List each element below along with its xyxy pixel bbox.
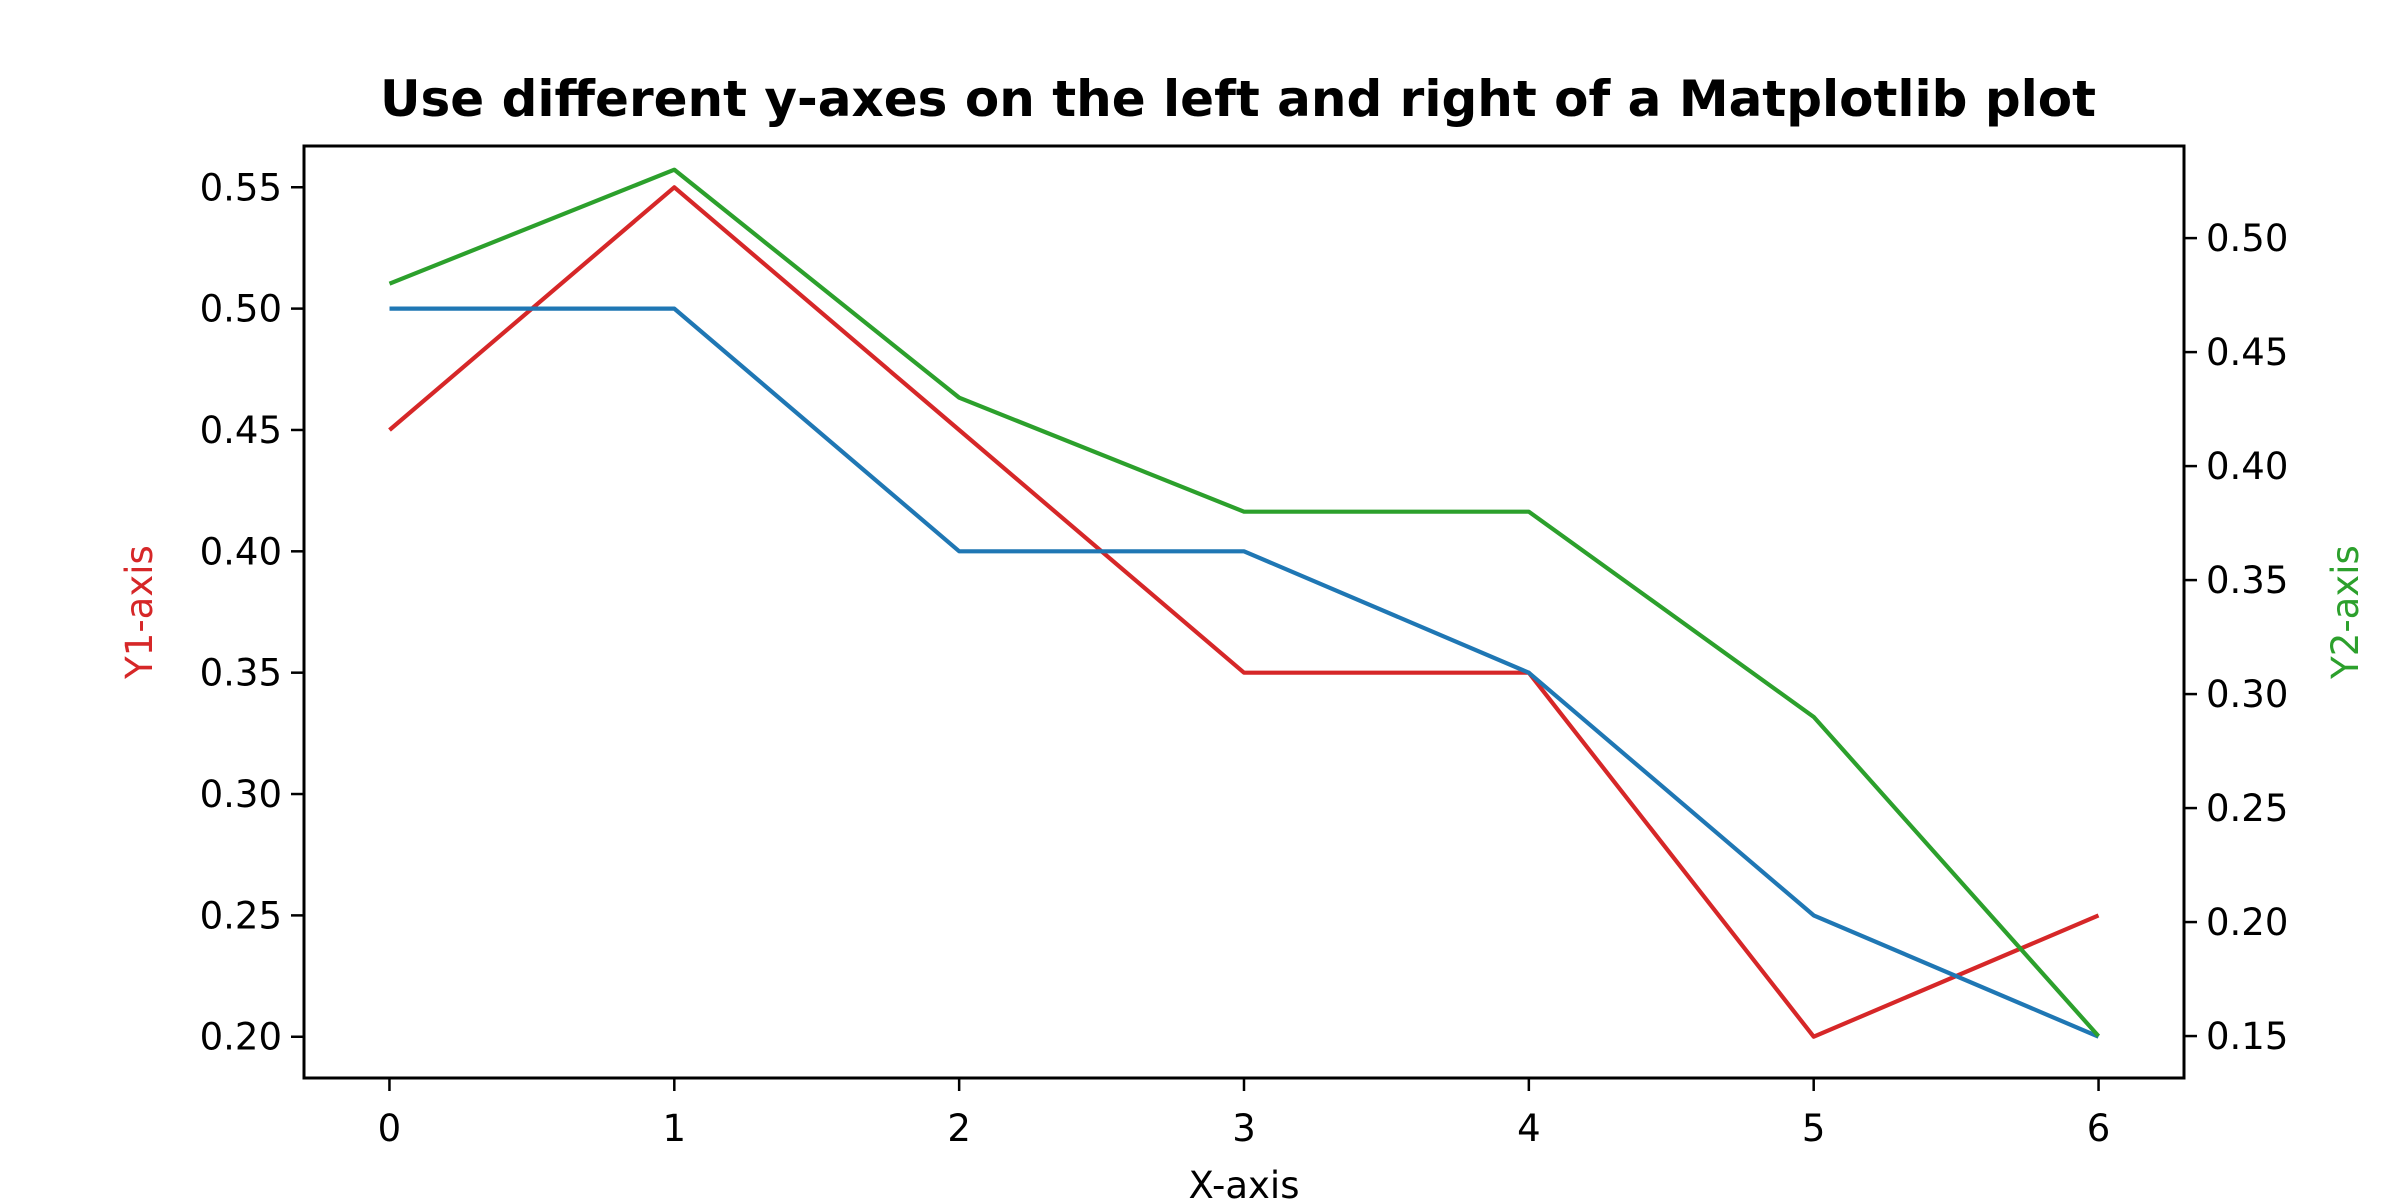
x-tick-label: 2 bbox=[947, 1107, 971, 1150]
y-left-tick-label: 0.55 bbox=[200, 166, 282, 209]
y-right-tick-label: 0.15 bbox=[2206, 1015, 2288, 1058]
series-line-1 bbox=[388, 185, 2100, 1039]
x-tick-label: 6 bbox=[2087, 1107, 2111, 1150]
y-right-tick-label: 0.20 bbox=[2206, 901, 2288, 944]
plot-frame bbox=[302, 144, 2186, 1080]
y-left-axis-ticks: 0.20 0.25 0.30 0.35 0.40 0.45 0.50 0.55 bbox=[200, 166, 304, 1059]
y-left-tick-label: 0.50 bbox=[200, 288, 282, 331]
y-left-tick-label: 0.30 bbox=[200, 773, 282, 816]
y-left-axis-label: Y1-axis bbox=[118, 545, 161, 680]
series-layer bbox=[388, 167, 2101, 1039]
x-tick-label: 4 bbox=[1517, 1107, 1541, 1150]
y-right-tick-label: 0.40 bbox=[2206, 445, 2288, 488]
y-left-tick-label: 0.25 bbox=[200, 894, 282, 937]
y-right-axis-ticks: 0.15 0.20 0.25 0.30 0.35 0.40 0.45 0.50 bbox=[2184, 217, 2288, 1058]
x-axis-ticks: 0 1 2 3 4 5 6 bbox=[378, 1078, 2111, 1150]
x-tick-label: 1 bbox=[663, 1107, 687, 1150]
y-right-tick-label: 0.25 bbox=[2206, 787, 2288, 830]
y-right-axis-label: Y2-axis bbox=[2324, 545, 2367, 680]
series-line-2 bbox=[389, 306, 2100, 1039]
x-axis-label: X-axis bbox=[1189, 1164, 1300, 1200]
x-tick-label: 0 bbox=[378, 1107, 402, 1150]
series-line-3 bbox=[388, 167, 2101, 1038]
y-left-tick-label: 0.20 bbox=[200, 1016, 282, 1059]
y-right-tick-label: 0.45 bbox=[2206, 331, 2288, 374]
x-tick-label: 3 bbox=[1232, 1107, 1256, 1150]
y-left-tick-label: 0.40 bbox=[200, 530, 282, 573]
y-left-tick-label: 0.35 bbox=[200, 652, 282, 695]
y-right-tick-label: 0.35 bbox=[2206, 559, 2288, 602]
y-right-tick-label: 0.30 bbox=[2206, 673, 2288, 716]
x-tick-label: 5 bbox=[1802, 1107, 1826, 1150]
chart-title: Use different y-axes on the left and rig… bbox=[380, 70, 2096, 128]
y-left-tick-label: 0.45 bbox=[200, 409, 282, 452]
y-right-tick-label: 0.50 bbox=[2206, 217, 2288, 260]
